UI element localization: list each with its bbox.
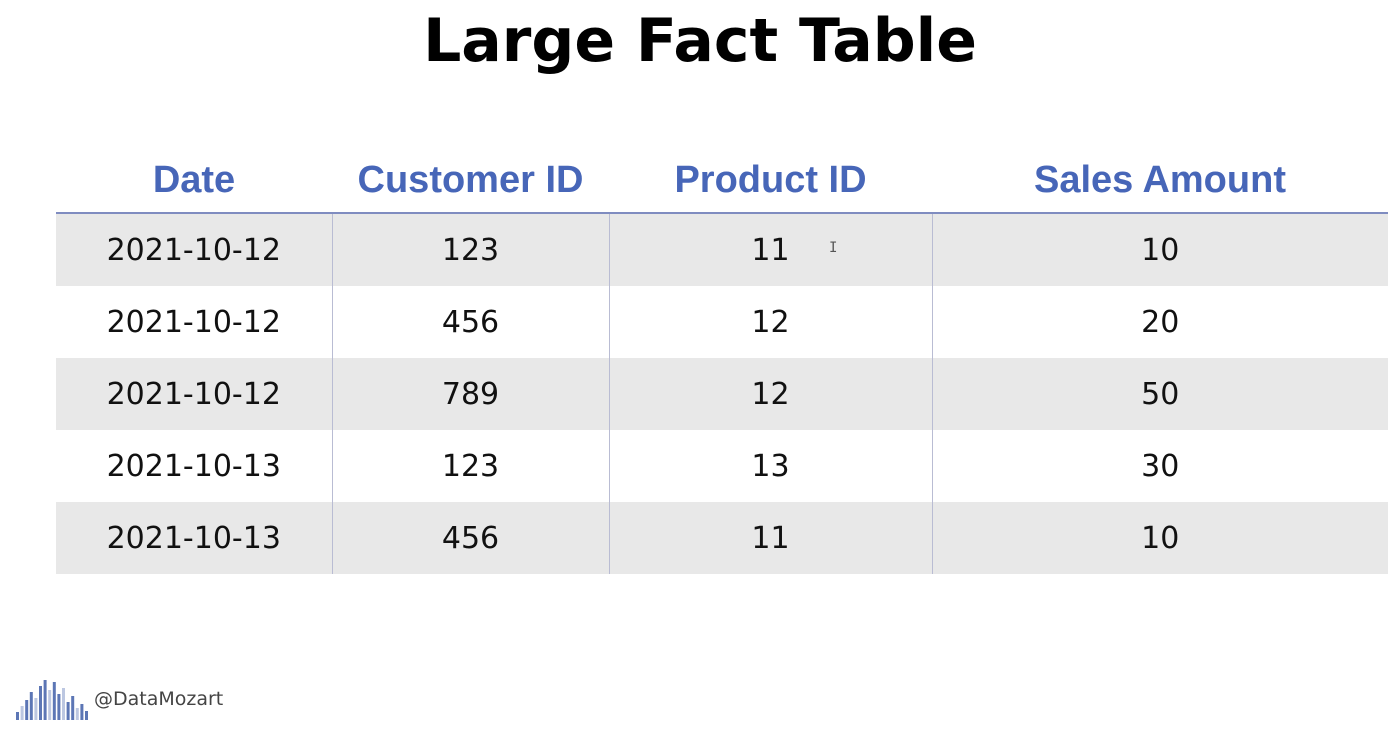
cell-sales-amount: 30 — [931, 430, 1388, 502]
column-header-product-id: Product ID — [609, 148, 932, 214]
page-title: Large Fact Table — [423, 6, 977, 76]
cell-date: 2021-10-13 — [106, 448, 281, 484]
cell-customer-id: 123 — [331, 430, 609, 502]
table-row: 2021-10-13 456 11 10 — [56, 502, 1388, 574]
cell-date: 2021-10-12 — [56, 213, 332, 286]
table-row: 2021-10-12 123 11 10 — [56, 213, 1388, 286]
cell-product-id: 11 — [608, 502, 932, 574]
cell-customer-id: 456 — [331, 502, 609, 574]
cell-sales-amount: 50 — [931, 358, 1388, 430]
cell-date: 2021-10-12 — [56, 358, 332, 430]
cell-date: 2021-10-13 — [56, 502, 332, 574]
cell-sales-amount: 20 — [931, 286, 1388, 358]
footer-branding: @DataMozart — [16, 676, 223, 720]
datamozart-bars-logo-icon — [16, 676, 90, 720]
text-cursor-icon: I — [829, 240, 838, 256]
cell-customer-id: 789 — [331, 358, 609, 430]
cell-product-id: 12 — [608, 286, 932, 358]
table-row: 2021-10-12 456 12 20 — [56, 286, 1388, 358]
cell-sales-amount: 10 — [931, 213, 1388, 286]
cell-product-id: 11 — [608, 213, 932, 286]
footer-handle: @DataMozart — [94, 688, 224, 710]
column-header-customer-id: Customer ID — [332, 148, 609, 214]
cell-date: 2021-10-12 — [106, 304, 281, 340]
cell-sales-amount: 10 — [931, 502, 1388, 574]
table-row: 2021-10-13 123 13 30 — [56, 430, 1388, 502]
column-header-sales-amount: Sales Amount — [932, 148, 1388, 214]
fact-table: Date Customer ID Product ID Sales Amount… — [56, 148, 1388, 574]
column-header-date: Date — [56, 148, 332, 214]
cell-product-id: 13 — [608, 430, 932, 502]
cell-product-id: 12 — [608, 358, 932, 430]
table-header-row: Date Customer ID Product ID Sales Amount — [56, 148, 1388, 214]
cell-customer-id: 123 — [331, 213, 609, 286]
cell-customer-id: 456 — [331, 286, 609, 358]
table-row: 2021-10-12 789 12 50 — [56, 358, 1388, 430]
